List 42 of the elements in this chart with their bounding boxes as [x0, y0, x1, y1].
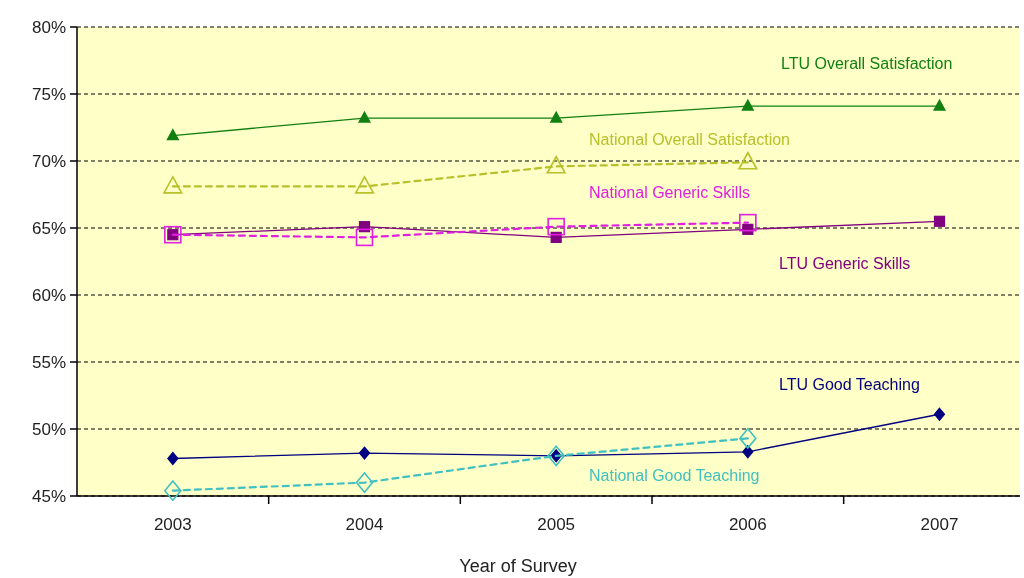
x-tick-label: 2003 [153, 515, 192, 534]
point [741, 99, 754, 111]
series-label: National Generic Skills [589, 184, 750, 201]
point [358, 446, 371, 460]
y-tick-label: 55% [31, 352, 66, 372]
y-tick-label: 70% [31, 151, 66, 171]
point [739, 213, 757, 232]
x-tick-label: 2005 [537, 515, 576, 534]
y-tick-label: 50% [31, 419, 66, 439]
series-label: LTU Generic Skills [779, 255, 911, 272]
x-tick-label: 2006 [728, 515, 767, 534]
point [164, 480, 182, 502]
point [738, 151, 758, 170]
point [166, 128, 179, 141]
y-tick-label: 65% [31, 218, 66, 238]
series-label: National Overall Satisfaction [589, 131, 790, 148]
point [546, 155, 566, 174]
point [933, 407, 946, 421]
series-label: LTU Good Teaching [779, 376, 920, 393]
point [354, 176, 375, 194]
point [739, 427, 757, 449]
point [742, 445, 754, 459]
point [547, 217, 565, 236]
point [547, 445, 565, 467]
point [163, 176, 183, 194]
point [355, 472, 374, 493]
series-label: LTU Overall Satisfaction [781, 55, 953, 72]
point [933, 99, 946, 111]
point [550, 111, 563, 123]
point [164, 225, 182, 244]
y-tick-label: 75% [31, 84, 66, 104]
series-label: National Good Teaching [589, 467, 760, 484]
point [933, 215, 946, 227]
y-tick-label: 60% [31, 285, 66, 305]
x-axis-title: Year of Survey [459, 556, 577, 576]
x-tick-label: 2007 [920, 515, 959, 534]
point [167, 451, 179, 466]
point [355, 228, 374, 247]
y-tick-label: 45% [31, 486, 66, 506]
point [358, 111, 371, 123]
x-tick-label: 2004 [345, 515, 384, 534]
y-tick-label: 80% [31, 17, 66, 37]
